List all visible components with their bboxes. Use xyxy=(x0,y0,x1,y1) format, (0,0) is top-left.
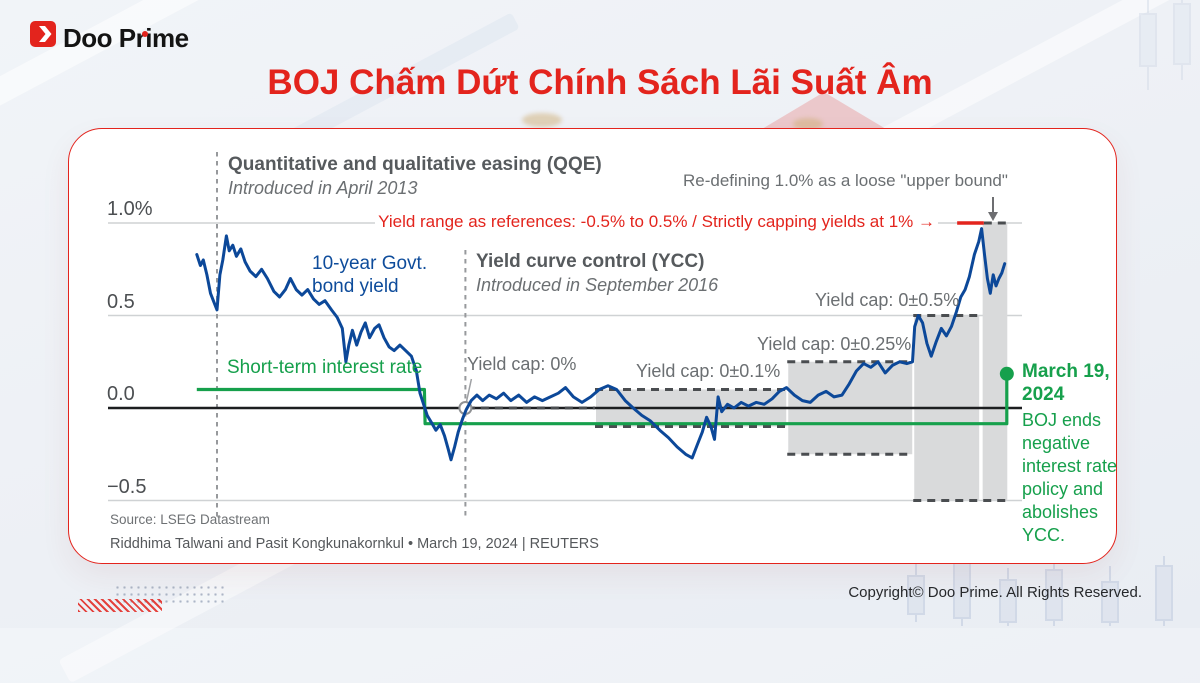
yield-cap-0-1-label: Yield cap: 0±0.1% xyxy=(636,361,781,381)
decor-red-triangle xyxy=(762,92,886,129)
yield-cap-0-5-label: Yield cap: 0±0.5% xyxy=(815,290,960,310)
doo-prime-logo-icon xyxy=(30,21,56,47)
source-line: Source: LSEG Datastream xyxy=(110,512,270,527)
bond-yield-series-label: 10-year Govt. bond yield xyxy=(312,253,428,297)
qqe-event-title: Quantitative and qualitative easing (QQE… xyxy=(228,154,602,175)
qqe-event-subtitle: Introduced in April 2013 xyxy=(228,178,418,198)
logo-i-dot xyxy=(142,31,148,37)
poster-title: BOJ Chấm Dứt Chính Sách Lãi Suất Âm xyxy=(267,63,933,102)
march-19-note-title: March 19, 2024 xyxy=(1022,361,1110,405)
ycc-event-subtitle: Introduced in September 2016 xyxy=(476,275,719,295)
y-axis-label-neg-0-5: −0.5 xyxy=(107,476,147,498)
decor-red-hatch-bar xyxy=(78,599,162,612)
chart-card xyxy=(68,128,1117,564)
decor-gold-blob xyxy=(793,118,823,130)
ycc-event-title: Yield curve control (YCC) xyxy=(476,251,705,272)
decor-candlesticks xyxy=(907,556,1173,626)
y-axis-label-0-5: 0.5 xyxy=(107,291,135,313)
upper-bound-note: Re-defining 1.0% as a loose "upper bound… xyxy=(683,171,1008,190)
decor-streak xyxy=(0,0,211,116)
strict-cap-note: Yield range as references: -0.5% to 0.5%… xyxy=(375,211,938,233)
y-axis-label-0-0: 0.0 xyxy=(107,383,135,405)
decor-candlesticks-top xyxy=(1139,0,1191,90)
page-background: { "brand": {"logo_text": "Doo Prime", "a… xyxy=(0,0,1200,628)
short-term-rate-series-label: Short-term interest rate xyxy=(227,357,423,378)
y-axis-label-1-0: 1.0% xyxy=(107,198,153,220)
march-19-note-body: BOJ ends negative interest rate policy a… xyxy=(1022,410,1118,545)
byline: Riddhima Talwani and Pasit Kongkunakornk… xyxy=(110,536,599,552)
doo-prime-logo-text: Doo Prime xyxy=(63,23,189,53)
yield-cap-0-label: Yield cap: 0% xyxy=(467,354,577,374)
yield-cap-0-25-label: Yield cap: 0±0.25% xyxy=(757,334,912,354)
decor-gold-blob xyxy=(522,113,562,127)
copyright-text: Copyright© Doo Prime. All Rights Reserve… xyxy=(848,584,1142,601)
